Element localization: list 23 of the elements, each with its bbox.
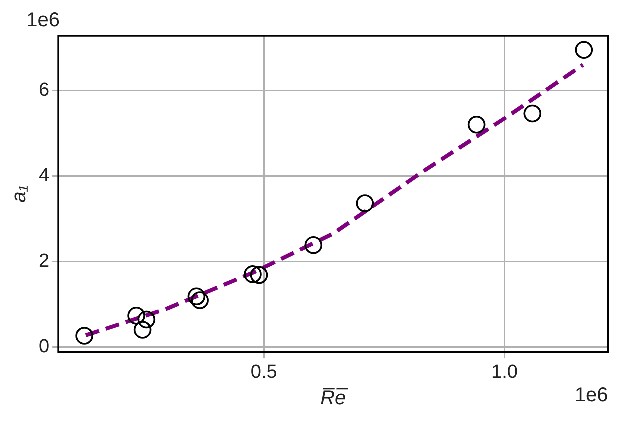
x-tick-label: 1.0 — [492, 362, 518, 383]
point — [304, 236, 323, 254]
point — [191, 292, 209, 310]
point — [244, 266, 262, 284]
x-tick-label: 0.5 — [250, 362, 278, 383]
point — [188, 288, 206, 306]
y-axis-title: a₁ — [8, 185, 31, 203]
point — [250, 266, 268, 284]
point — [76, 327, 94, 345]
text: 1e6 — [574, 384, 608, 407]
y-tick-label: 0 — [38, 336, 50, 358]
point — [575, 41, 594, 59]
text: 1e6 — [26, 10, 60, 32]
x-axis-title: R̅e̅ — [320, 388, 348, 410]
y-tick-label: 2 — [38, 250, 50, 272]
y-tick-label: 4 — [38, 165, 50, 186]
point — [356, 194, 374, 212]
point — [134, 321, 152, 339]
point — [524, 104, 542, 123]
point — [128, 306, 146, 325]
y-tick-label: 6 — [38, 80, 50, 101]
point — [468, 116, 486, 134]
point — [138, 310, 156, 329]
